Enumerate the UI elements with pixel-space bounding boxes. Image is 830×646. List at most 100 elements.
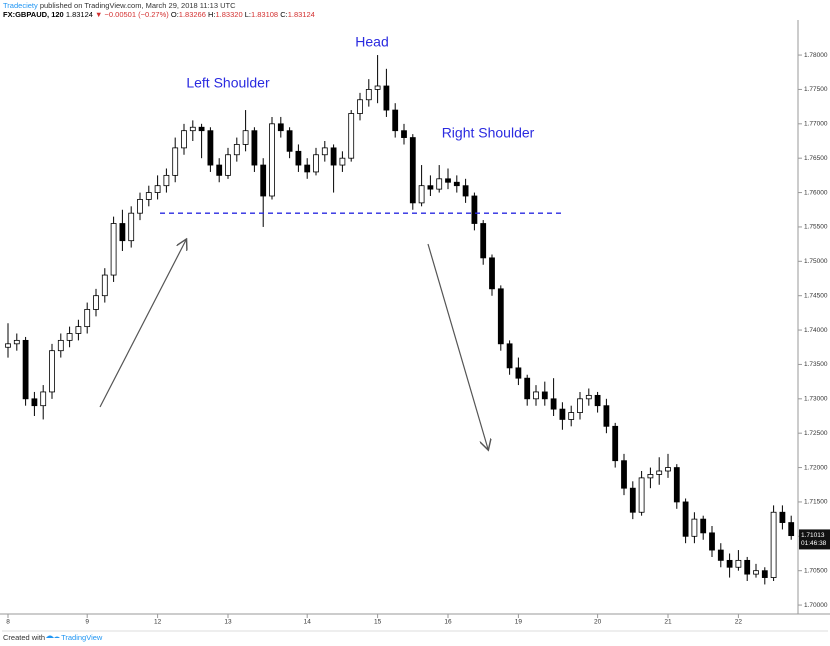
candle-body [286, 130, 293, 152]
candle-body [57, 339, 64, 352]
symbol: FX:GBPAUD, 120 [3, 10, 64, 19]
candle-body [673, 467, 680, 503]
candle-body [101, 274, 108, 297]
candle-body [665, 467, 671, 472]
y-tick-label: 1.75000 [804, 258, 828, 265]
candle-body [189, 126, 196, 132]
y-tick-label: 1.74500 [804, 292, 828, 299]
candle-body [313, 154, 319, 173]
y-tick-label: 1.76000 [804, 189, 828, 196]
candle-body [409, 137, 416, 204]
candle-body [277, 123, 284, 132]
right-shoulder-label: Right Shoulder [442, 125, 535, 141]
candle-body [269, 123, 275, 197]
candle-body [445, 178, 451, 183]
candle-body [198, 126, 205, 132]
candle-body [638, 477, 645, 513]
candle-body [49, 350, 55, 393]
candle-body [533, 391, 539, 400]
o-label: O: [171, 10, 179, 19]
candle-body [172, 147, 179, 176]
candle-body [744, 559, 751, 575]
last-price: 1.71013 [801, 532, 825, 539]
candle-body [682, 501, 689, 537]
x-tick-label: 20 [594, 619, 602, 626]
x-tick-label: 13 [224, 619, 232, 626]
candle-body [524, 377, 531, 400]
candle-body [128, 212, 135, 242]
candle-body [753, 570, 759, 575]
y-tick-label: 1.71500 [804, 499, 828, 506]
candle-body [691, 518, 698, 537]
candle-body [242, 130, 249, 145]
c-label: C: [280, 10, 288, 19]
h-label: H: [208, 10, 216, 19]
candle-body [480, 223, 487, 259]
candle-body [550, 398, 557, 410]
c: 1.83124 [288, 10, 315, 19]
x-tick-label: 21 [664, 619, 672, 626]
head-label: Head [355, 34, 388, 50]
last-price-box [799, 529, 830, 550]
candle-body [260, 164, 267, 197]
candle-body [145, 192, 152, 200]
candle-body [383, 85, 390, 111]
x-tick-label: 8 [6, 619, 10, 626]
candle-body [119, 223, 126, 242]
footer-brand[interactable]: TradingView [61, 633, 103, 642]
candle-body [22, 339, 29, 400]
candle-body [392, 109, 399, 132]
candle-body [374, 85, 381, 90]
candle-body [84, 309, 91, 328]
y-tick-label: 1.74000 [804, 327, 828, 334]
candle-body [629, 487, 636, 513]
candle-body [621, 460, 627, 489]
candle-body [304, 164, 311, 173]
candle-body [66, 333, 73, 341]
candle-body [216, 164, 223, 176]
x-tick-label: 22 [735, 619, 743, 626]
y-tick-label: 1.78000 [804, 52, 828, 59]
header-line: Tradeciety published on TradingView.com,… [3, 1, 236, 10]
candle-body [497, 288, 504, 345]
candle-body [585, 394, 592, 400]
candle-body [357, 99, 363, 114]
candle-body [348, 113, 355, 159]
x-tick-label: 14 [304, 619, 312, 626]
candle-body [163, 174, 170, 187]
price: 1.83124 [66, 10, 93, 19]
left-shoulder-label: Left Shoulder [186, 75, 270, 91]
candle-body [656, 470, 663, 475]
candle-body [603, 405, 610, 427]
candle-body [515, 367, 522, 379]
candle-body [717, 549, 724, 561]
footer-logo [46, 635, 60, 638]
candle-body [709, 532, 715, 551]
l: 1.83108 [251, 10, 278, 19]
candle-body [779, 511, 786, 523]
footer: Created with TradingView [3, 633, 103, 642]
candle-body [154, 185, 161, 193]
candle-body [761, 570, 768, 578]
candle-body [647, 474, 654, 479]
candle-body [788, 522, 795, 537]
candle-body [321, 147, 328, 156]
candle-body [40, 391, 47, 407]
candle-body [225, 154, 231, 176]
candle-body [5, 343, 11, 348]
y-tick-label: 1.70000 [804, 602, 828, 609]
candle-body [594, 394, 601, 407]
x-tick-label: 9 [85, 619, 89, 626]
x-tick-label: 16 [444, 619, 452, 626]
author[interactable]: Tradeciety [3, 1, 38, 10]
candle-body [436, 178, 443, 190]
y-tick-label: 1.73000 [804, 396, 828, 403]
candle-body [339, 157, 346, 166]
h: 1.83320 [216, 10, 243, 19]
candle-body [462, 185, 469, 197]
candle-body [612, 425, 619, 462]
candle-body [453, 181, 460, 187]
y-tick-label: 1.76500 [804, 155, 828, 162]
